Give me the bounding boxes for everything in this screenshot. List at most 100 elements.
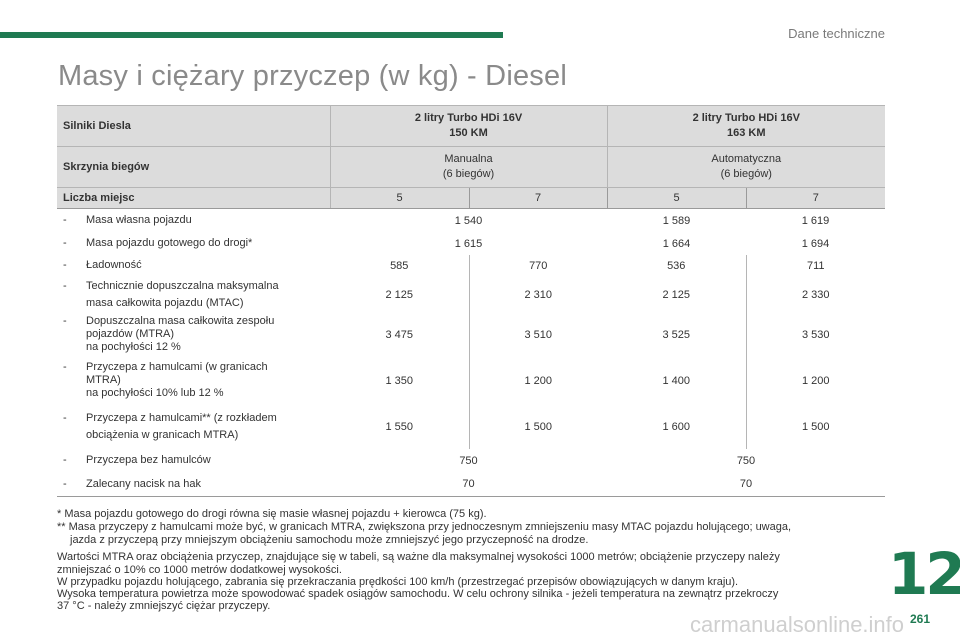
table-cell: 1 200 (468, 356, 607, 405)
row-dash: - (63, 237, 67, 249)
row-label: - Ładowność (57, 255, 330, 277)
table-cell: 3 475 (385, 328, 414, 341)
seats-value: 5 (329, 187, 469, 209)
gearbox-1-gears: (6 biegów) (442, 168, 495, 180)
gearbox-2-type: Automatyczna (711, 153, 782, 165)
table-cell: 2 310 (468, 276, 607, 313)
gearbox-2-gears: (6 biegów) (720, 168, 772, 180)
row-label-line: obciążenia w granicach MTRA) (86, 428, 239, 441)
footnote-1: * Masa pojazdu gotowego do drogi równa s… (57, 508, 487, 520)
watermark: carmanualsonline.info (690, 612, 905, 637)
header-row-engines: Silniki Diesla 2 litry Turbo HDi 16V 150… (57, 105, 885, 147)
table-cell: 1 350 (385, 374, 414, 387)
footnote-2-line-1: ** Masa przyczepy z hamulcami może być, … (57, 521, 792, 533)
engine-2-header: 2 litry Turbo HDi 16V 163 KM (606, 105, 885, 147)
engine-2-power: 163 KM (726, 127, 766, 139)
row-dash: - (63, 214, 67, 227)
page-title: Masy i ciężary przyczep (w kg) - Diesel (58, 60, 567, 92)
row-label-line: na pochyłości 12 % (86, 341, 181, 353)
table-row: - Przyczepa z hamulcami (w granicach MTRA)… (57, 356, 885, 405)
section-label: Dane techniczne (788, 26, 885, 41)
table-cell: 70 (607, 472, 885, 497)
table-cell: 1 694 (801, 237, 830, 250)
engine-1-power: 150 KM (449, 127, 488, 139)
row-label: - Masa pojazdu gotowego do drogi* (57, 233, 330, 255)
row-label: - Przyczepa z hamulcami (w granicach MTRA)… (57, 357, 330, 405)
row-label: - Zalecany nacisk na hak (57, 472, 330, 497)
table-row: - Masa własna pojazdu 1 540 1 589 1 619 (57, 209, 885, 233)
gearbox-1-type: Manualna (444, 153, 493, 165)
chapter-number: 12 (888, 540, 960, 608)
table-cell: 711 (745, 254, 885, 277)
header-row-gearbox: Skrzynia biegów Manualna (6 biegów) Auto… (57, 146, 885, 188)
note-altitude-line-2: zmniejszać o 10% co 1000 metrów dodatkow… (57, 564, 342, 576)
table-cell: 1 500 (745, 404, 885, 449)
table-row: - Zalecany nacisk na hak 70 70 (57, 472, 885, 497)
row-label-text: Ładowność (86, 259, 142, 271)
row-label-text: Masa własna pojazdu (86, 214, 192, 227)
engine-2-name: 2 litry Turbo HDi 16V (692, 112, 800, 124)
table-cell: 2 125 (385, 288, 414, 301)
table-cell: 1 500 (468, 404, 607, 449)
row-label-line: Dopuszczalna masa całkowita zespołu (86, 315, 275, 327)
table-cell: 70 (330, 472, 607, 497)
table-cell: 1 615 (454, 237, 483, 250)
table-cell: 1 200 (745, 356, 885, 405)
table-cell: 3 525 (662, 328, 691, 341)
row-dash: - (63, 477, 67, 490)
row-dash: - (63, 411, 67, 424)
table-cell: 3 530 (745, 312, 885, 357)
row-label-text: Zalecany nacisk na hak (86, 477, 201, 490)
table-row: - Przyczepa bez hamulców 750 750 (57, 449, 885, 473)
seats-label: Liczba miejsc (57, 187, 330, 209)
row-dash: - (63, 259, 67, 271)
row-label-line: na pochyłości 10% lub 12 % (86, 387, 224, 399)
table-row: - Dopuszczalna masa całkowita zespołu poja… (57, 312, 885, 357)
row-label-line: Technicznie dopuszczalna maksymalna (86, 279, 279, 292)
table-cell: 3 510 (468, 312, 607, 357)
table-row: - Ładowność 585 770 536 711 (57, 254, 885, 277)
table-cell: 1 589 (662, 214, 691, 227)
row-label: - Dopuszczalna masa całkowita zespołu poja… (57, 313, 330, 357)
row-label-line: MTRA) (86, 374, 121, 386)
row-label: - Przyczepa bez hamulców (57, 449, 330, 473)
seats-value: 5 (606, 187, 746, 209)
table-row: - Technicznie dopuszczalna maksymalna masa… (57, 276, 885, 313)
row-dash: - (63, 361, 67, 373)
table-cell: 2 125 (662, 288, 691, 301)
top-accent-bar (0, 32, 503, 38)
gearbox-1-header: Manualna (6 biegów) (329, 146, 607, 188)
table-cell: 1 619 (801, 214, 830, 227)
row-label: - Technicznie dopuszczalna maksymalna masa… (57, 277, 330, 313)
row-label-text: Przyczepa bez hamulców (86, 454, 211, 466)
weights-table: Silniki Diesla 2 litry Turbo HDi 16V 150… (57, 105, 885, 497)
row-label-text: Masa pojazdu gotowego do drogi* (86, 237, 253, 249)
note-temperature-line-2: 37 °C - należy zmniejszyć ciężar przycze… (57, 600, 271, 612)
table-row: - Przyczepa z hamulcami** (z rozkładem obc… (57, 404, 885, 449)
table-cell: 770 (468, 254, 607, 277)
row-dash: - (63, 454, 67, 466)
seats-value: 7 (745, 187, 885, 209)
row-dash: - (63, 279, 67, 292)
row-label-line: Przyczepa z hamulcami** (z rozkładem (86, 411, 277, 424)
page-number: 261 (910, 612, 931, 626)
row-label: - Przyczepa z hamulcami** (z rozkładem obc… (57, 405, 330, 449)
table-cell: 1 550 (385, 420, 414, 433)
engine-1-header: 2 litry Turbo HDi 16V 150 KM (329, 105, 607, 147)
engines-label: Silniki Diesla (57, 105, 330, 147)
table-cell: 750 (736, 454, 756, 467)
table-row: - Masa pojazdu gotowego do drogi* 1 615 1… (57, 233, 885, 255)
header-row-seats: Liczba miejsc 5 7 5 7 (57, 187, 885, 209)
gearbox-2-header: Automatyczna (6 biegów) (606, 146, 885, 188)
row-label-line: Przyczepa z hamulcami (w granicach (86, 361, 268, 373)
row-label-line: masa całkowita pojazdu (MTAC) (86, 296, 244, 309)
table-cell: 1 664 (662, 237, 691, 250)
row-label: - Masa własna pojazdu (57, 209, 330, 233)
seats-value: 7 (468, 187, 607, 209)
table-cell: 536 (667, 259, 686, 272)
table-cell: 585 (390, 259, 409, 272)
footnote-2-line-2: jazda z przyczepą przy mniejszym obciąże… (70, 534, 589, 546)
table-cell: 2 330 (745, 276, 885, 313)
table-cell: 750 (459, 454, 478, 467)
gearbox-label: Skrzynia biegów (57, 146, 330, 188)
